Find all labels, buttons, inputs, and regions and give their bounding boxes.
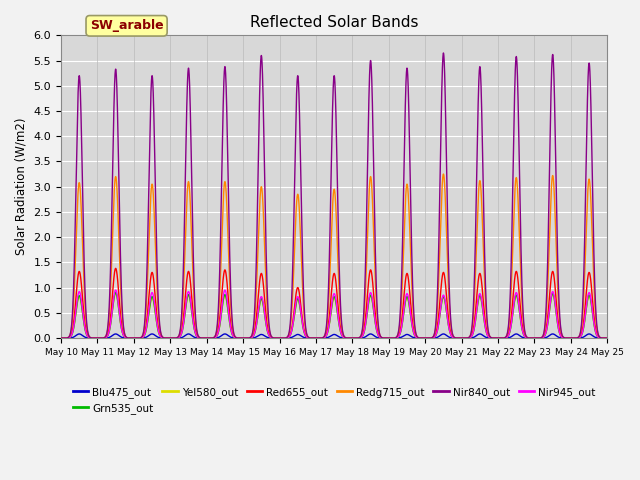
Text: SW_arable: SW_arable [90,19,163,32]
Title: Reflected Solar Bands: Reflected Solar Bands [250,15,419,30]
Legend: Blu475_out, Grn535_out, Yel580_out, Red655_out, Redg715_out, Nir840_out, Nir945_: Blu475_out, Grn535_out, Yel580_out, Red6… [68,383,600,418]
Y-axis label: Solar Radiation (W/m2): Solar Radiation (W/m2) [15,118,28,255]
